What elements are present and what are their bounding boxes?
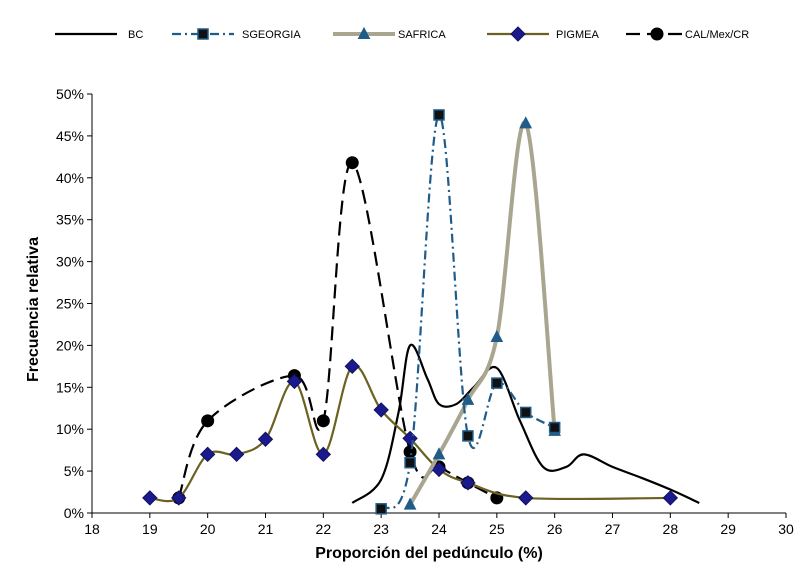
pigmea-point	[257, 431, 274, 447]
legend-label-pigmea: PIGMEA	[556, 29, 599, 41]
series-safrica	[403, 116, 561, 510]
legend-pigmea-point	[510, 26, 526, 42]
y-tick-label: 20%	[56, 337, 84, 353]
safrica-point	[403, 497, 417, 510]
pigmea-point	[315, 446, 332, 463]
legend-item-safrica: SAFRICA	[333, 26, 446, 41]
series-sgeorgia	[375, 109, 561, 515]
pigmea-point	[460, 475, 476, 491]
cal-mex-cr-point	[403, 445, 417, 459]
legend-label-safrica: SAFRICA	[398, 29, 446, 41]
pigmea-point	[286, 373, 303, 390]
sgeorgia-point	[491, 377, 503, 389]
sgeorgia-point	[375, 503, 387, 515]
series-line-sgeorgia	[380, 113, 556, 510]
x-tick-label: 23	[373, 521, 389, 537]
pigmea-point	[344, 358, 360, 375]
y-axis-title: Frecuencia relativa	[25, 237, 42, 382]
x-axis-ticks: 18 19 20 21 22 23 24 25 26 27 28 29 30	[84, 513, 794, 537]
safrica-point	[490, 329, 504, 343]
sgeorgia-point	[548, 421, 561, 434]
legend-label-sgeorgia: SGEORGIA	[242, 29, 301, 41]
cal-mex-cr-point	[316, 414, 330, 428]
sgeorgia-point	[433, 109, 445, 121]
legend-label-bc: BC	[128, 29, 143, 41]
y-tick-label: 5%	[64, 463, 84, 479]
x-tick-label: 25	[489, 521, 505, 537]
legend-cal-mex-cr-point	[650, 27, 664, 41]
y-tick-label: 40%	[56, 170, 84, 186]
sgeorgia-point	[462, 430, 474, 442]
y-tick-label: 15%	[56, 379, 84, 395]
y-tick-label: 35%	[56, 212, 84, 228]
y-tick-label: 45%	[56, 128, 84, 144]
legend-sgeorgia-point	[197, 28, 209, 40]
x-tick-label: 19	[142, 521, 158, 537]
y-tick-label: 30%	[56, 254, 84, 270]
series-line-safrica	[408, 120, 557, 506]
pigmea-point	[171, 490, 187, 506]
legend-safrica-point	[357, 26, 371, 39]
x-tick-label: 20	[200, 521, 216, 537]
legend: BC SGEORGIA SAFRICA PIGMEA CAL/Mex/CR	[55, 26, 749, 42]
y-axis-ticks: 0% 5% 10% 15% 20% 25% 30% 35% 40% 45% 50%	[56, 86, 92, 521]
x-tick-label: 30	[778, 521, 794, 537]
y-tick-label: 10%	[56, 421, 84, 437]
series-layer	[142, 109, 700, 515]
x-tick-label: 28	[663, 521, 679, 537]
pigmea-point	[228, 446, 245, 463]
x-tick-label: 18	[84, 521, 100, 537]
safrica-point	[432, 447, 446, 460]
y-tick-label: 50%	[56, 86, 84, 102]
pigmea-point	[662, 490, 679, 506]
pigmea-point	[142, 490, 158, 506]
cal-mex-cr-point	[201, 414, 215, 428]
x-tick-label: 27	[605, 521, 621, 537]
pigmea-point	[373, 402, 389, 418]
series-line-bc	[351, 343, 700, 504]
legend-item-sgeorgia: SGEORGIA	[172, 28, 301, 41]
x-tick-label: 29	[720, 521, 736, 537]
safrica-point	[461, 392, 475, 405]
x-tick-label: 24	[431, 521, 447, 537]
x-tick-label: 21	[258, 521, 274, 537]
sgeorgia-point	[404, 456, 416, 469]
series-bc	[351, 343, 700, 504]
pigmea-point	[431, 461, 447, 478]
legend-item-pigmea: PIGMEA	[487, 26, 599, 42]
cal-mex-cr-point	[345, 156, 359, 170]
legend-label-cal-mex-cr: CAL/Mex/CR	[685, 29, 749, 41]
sgeorgia-point	[520, 406, 532, 419]
series-pigmea	[142, 358, 679, 506]
legend-item-cal-mex-cr: CAL/Mex/CR	[626, 27, 749, 41]
x-tick-label: 26	[547, 521, 563, 537]
y-tick-label: 25%	[56, 296, 84, 312]
pigmea-point	[199, 446, 216, 463]
y-tick-label: 0%	[64, 505, 84, 521]
x-axis-title: Proporción del pedúnculo (%)	[315, 545, 543, 562]
series-line-cal-mex-cr	[177, 161, 498, 499]
legend-item-bc: BC	[55, 29, 143, 41]
x-tick-label: 22	[316, 521, 332, 537]
pigmea-point	[518, 490, 534, 506]
safrica-point	[519, 116, 533, 129]
